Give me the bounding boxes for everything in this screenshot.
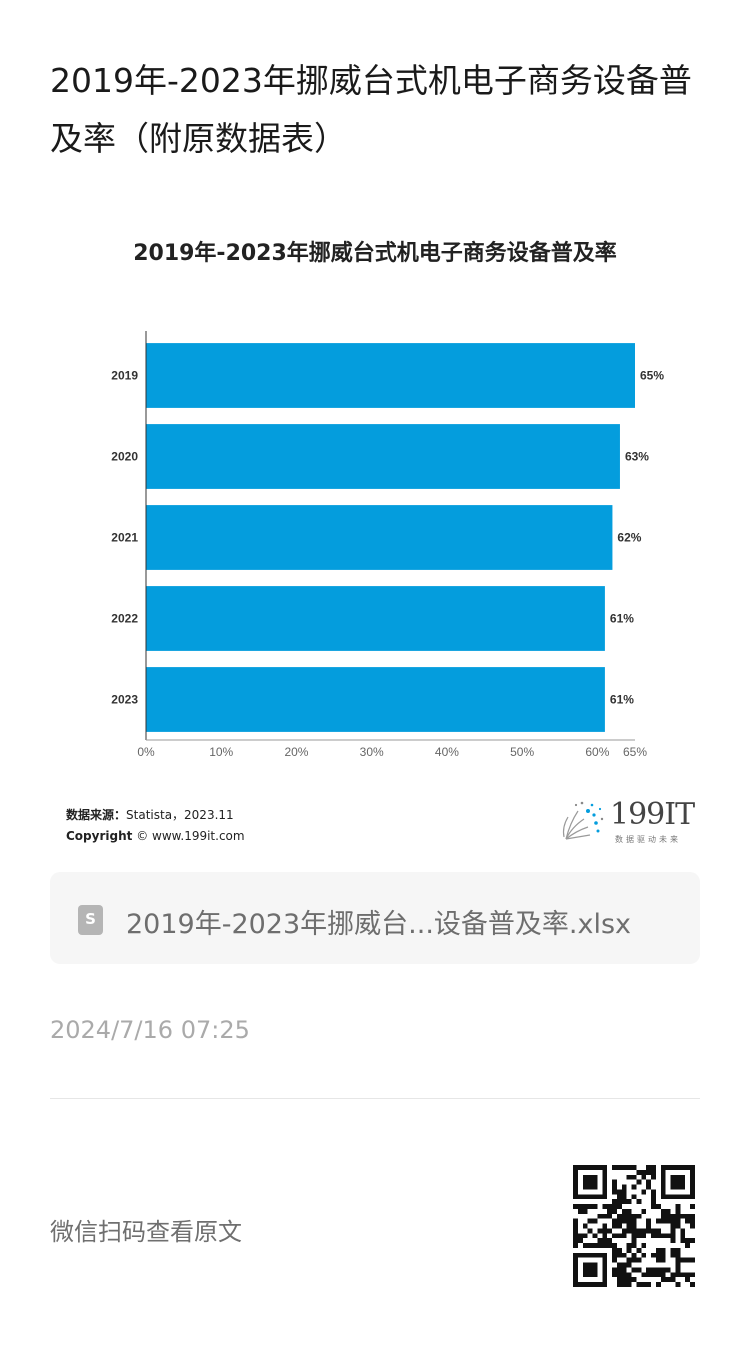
- x-tick-label: 10%: [209, 745, 233, 759]
- x-tick-label: 0%: [137, 745, 155, 759]
- source-label: 数据来源：: [66, 808, 127, 822]
- x-tick-label: 20%: [284, 745, 308, 759]
- bar-2022: [146, 586, 605, 651]
- scan-prompt: 微信扫码查看原文: [50, 1218, 242, 1246]
- qr-code[interactable]: [573, 1165, 695, 1287]
- divider: [50, 1098, 700, 1099]
- bar-2019: [146, 343, 635, 408]
- x-tick-label: 40%: [435, 745, 459, 759]
- copyright-value: www.199it.com: [152, 829, 245, 843]
- value-label-2021: 62%: [617, 531, 641, 545]
- publish-timestamp: 2024/7/16 07:25: [50, 1016, 250, 1044]
- category-label-2020: 2020: [111, 450, 138, 464]
- chart-image: 2019年-2023年挪威台式机电子商务设备普及率 2019 65% 2020 63%…: [50, 205, 700, 860]
- logo-dandelion-icon: [562, 801, 604, 840]
- spreadsheet-file-icon: S: [78, 905, 103, 935]
- logo-text: 199IT: [610, 797, 695, 832]
- value-label-2020: 63%: [625, 450, 649, 464]
- category-label-2021: 2021: [111, 531, 138, 545]
- x-tick-label: 65%: [623, 745, 647, 759]
- copyright-symbol: ©: [136, 829, 149, 843]
- logo-tagline: 数据驱动未来: [615, 835, 681, 844]
- bar-chart: 2019 65% 2020 63% 2021 62% 2022 61% 2023 61% 0% 10%…: [111, 331, 664, 759]
- x-tick-label: 60%: [585, 745, 609, 759]
- value-label-2022: 61%: [610, 612, 634, 626]
- bar-2020: [146, 424, 620, 489]
- value-label-2023: 61%: [610, 693, 634, 707]
- page-title: 2019年-2023年挪威台式机电子商务设备普及率（附原数据表）: [50, 61, 692, 158]
- value-label-2019: 65%: [640, 369, 664, 383]
- copyright-label: Copyright: [66, 829, 133, 843]
- attachment-card[interactable]: S 2019年-2023年挪威台...设备普及率.xlsx: [50, 872, 700, 964]
- bar-2021: [146, 505, 613, 570]
- bar-2023: [146, 667, 605, 732]
- category-label-2019: 2019: [111, 369, 138, 383]
- x-tick-label: 30%: [360, 745, 384, 759]
- category-label-2023: 2023: [111, 693, 138, 707]
- source-value: Statista，2023.11: [126, 808, 234, 822]
- attachment-filename[interactable]: 2019年-2023年挪威台...设备普及率.xlsx: [126, 909, 632, 940]
- source-note: 数据来源：Statista，2023.11 Copyright © www.19…: [66, 805, 245, 847]
- x-tick-label: 50%: [510, 745, 534, 759]
- 199it-logo: 199IT 数据驱动未来: [558, 797, 698, 847]
- category-label-2022: 2022: [111, 612, 138, 626]
- file-icon-letter: S: [85, 910, 96, 928]
- chart-title: 2019年-2023年挪威台式机电子商务设备普及率: [133, 241, 617, 266]
